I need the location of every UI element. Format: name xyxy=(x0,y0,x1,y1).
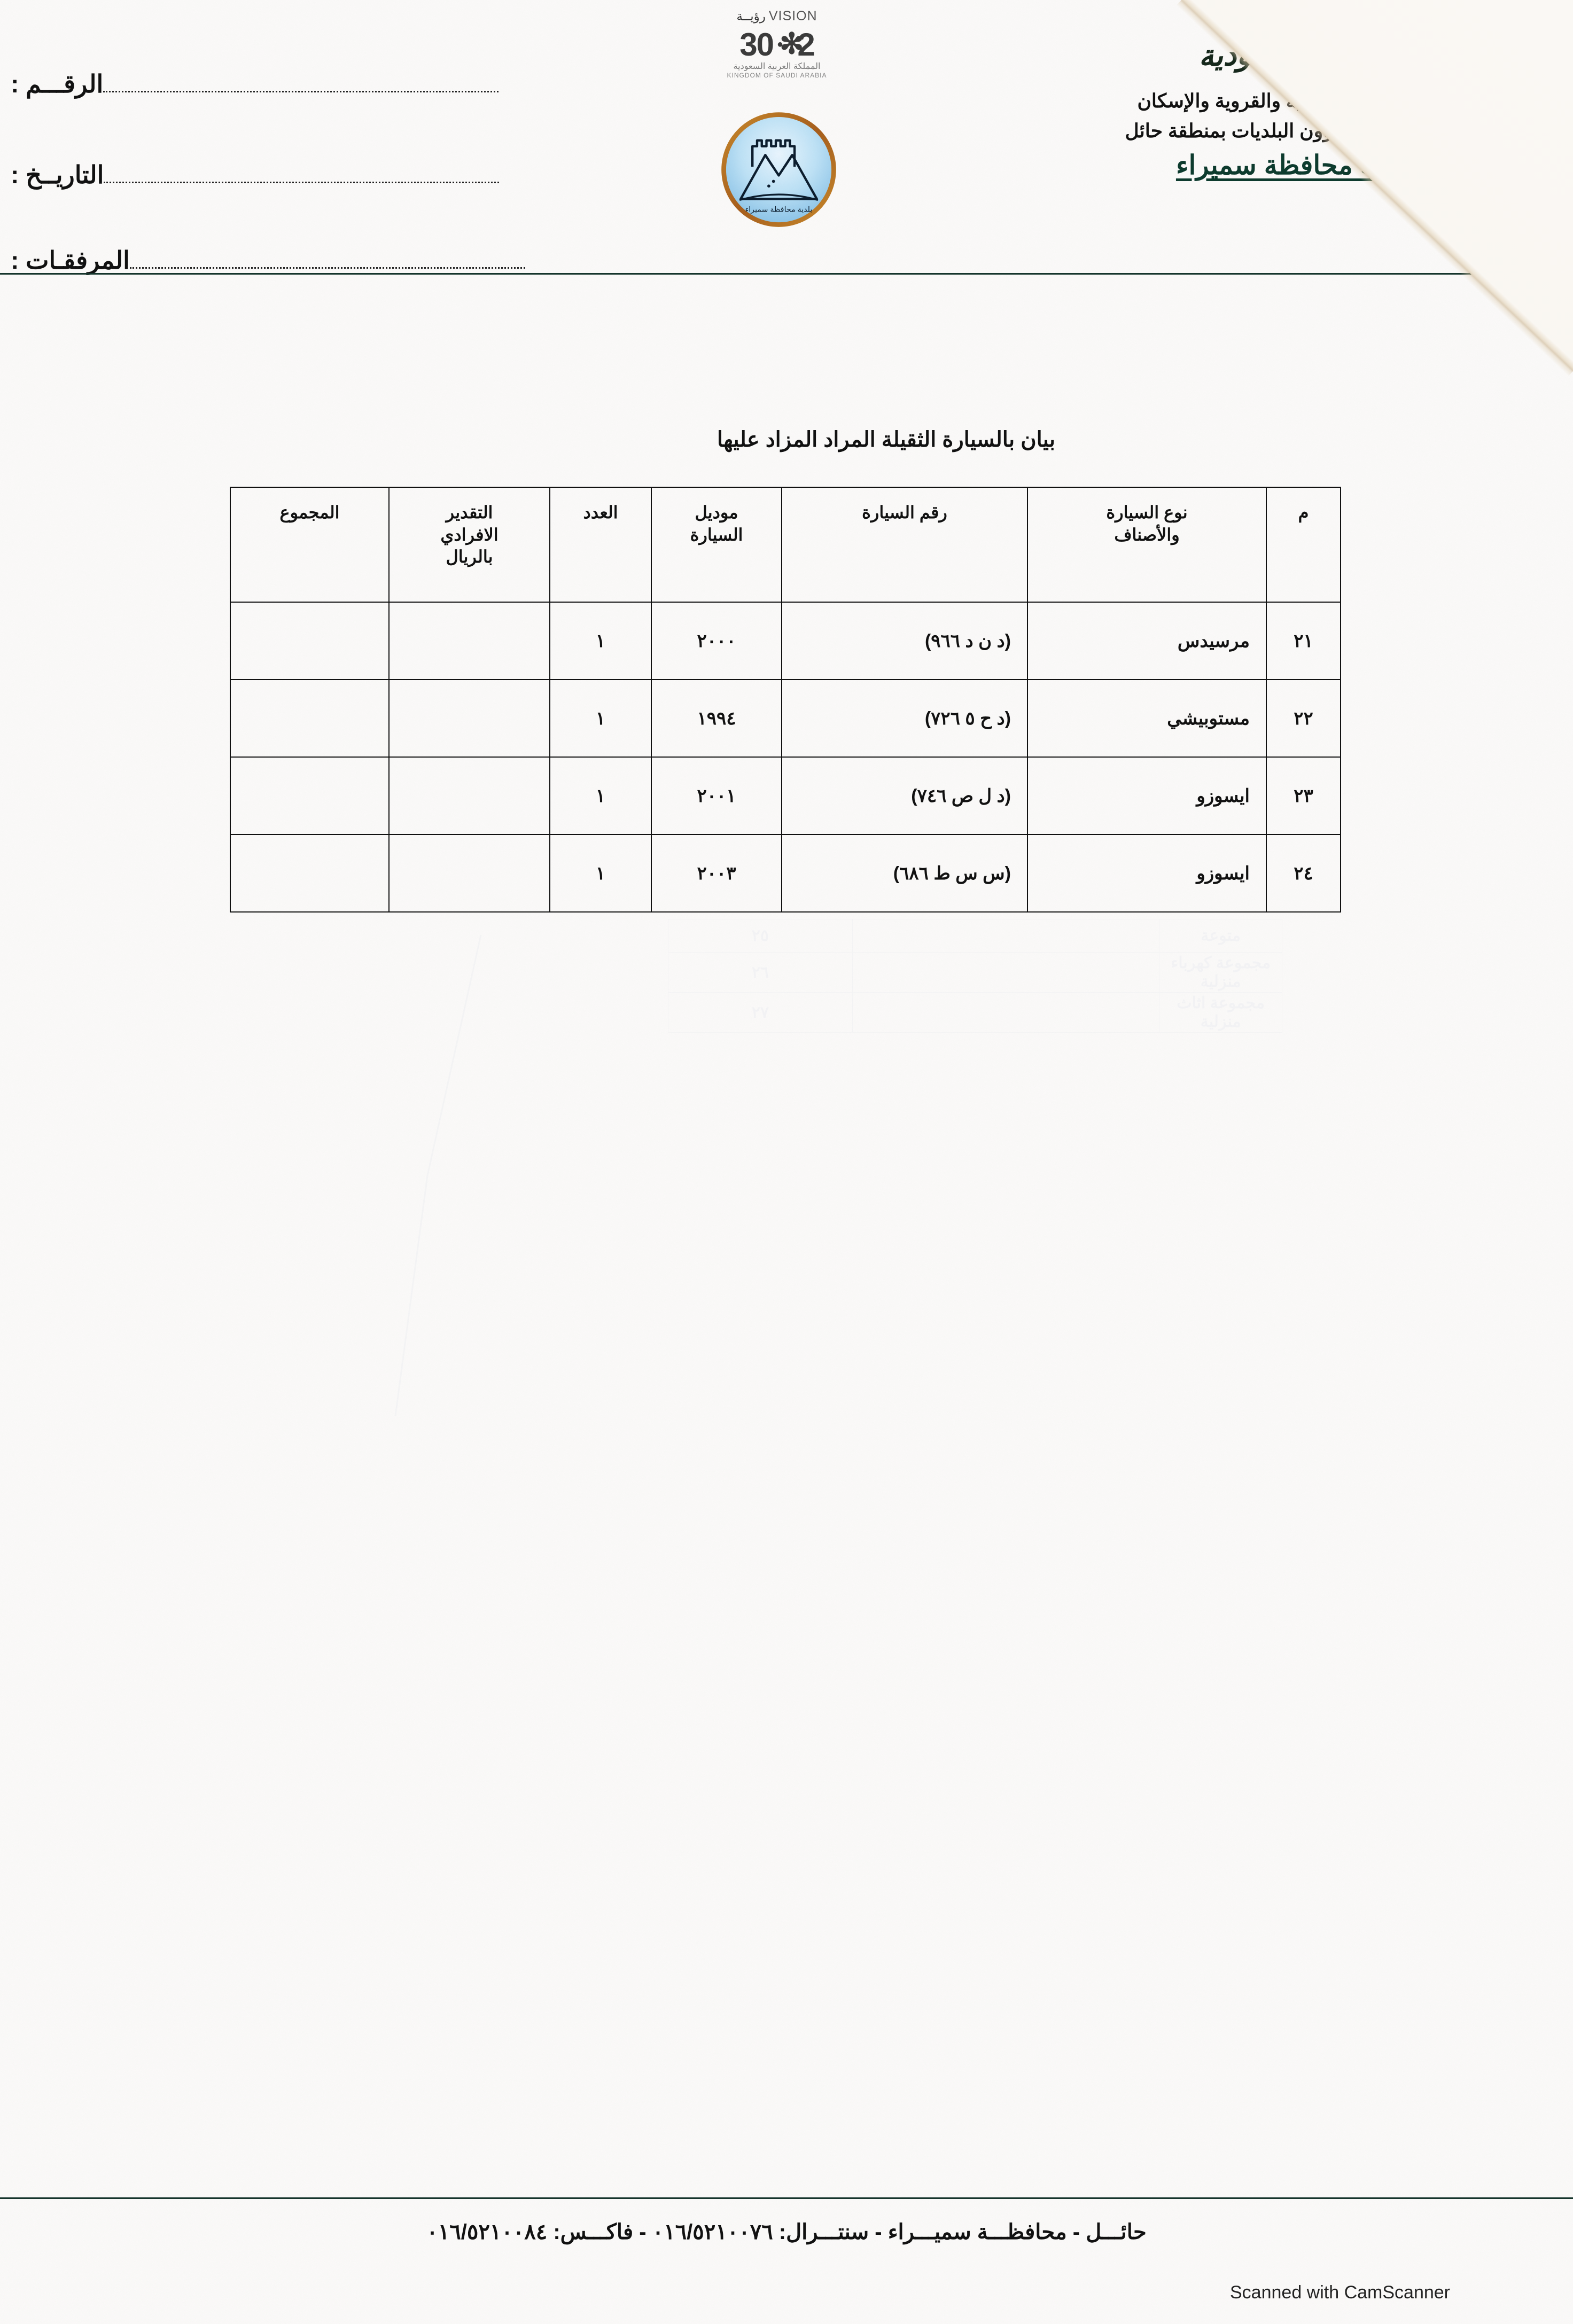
svg-text:بلدية محافظة سميراء: بلدية محافظة سميراء xyxy=(745,205,813,214)
